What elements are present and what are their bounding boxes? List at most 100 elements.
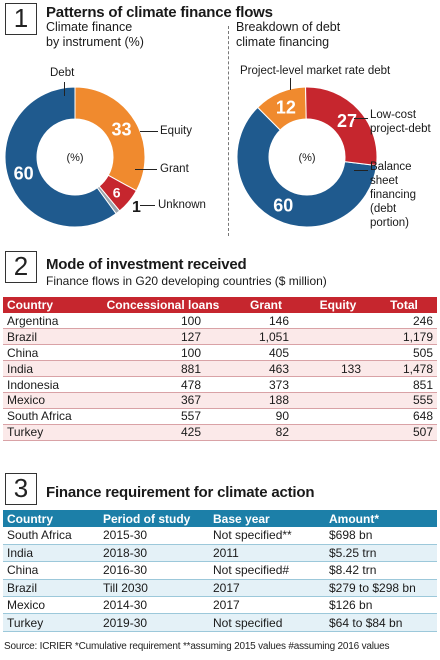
donut-value-label: 60 — [14, 164, 34, 184]
donut-slice-unknown — [96, 185, 121, 215]
table-cell: 2011 — [209, 544, 325, 563]
table-row: China 2016-30 Not specified# $8.42 trn — [3, 561, 437, 580]
label-unknown: Unknown — [158, 199, 206, 211]
label-debt: Debt — [50, 67, 75, 79]
table-row: Argentina 100 146 246 — [3, 313, 437, 330]
left-chart-subtitle-line1: Climate finance — [46, 20, 133, 34]
donut-center-label: (%) — [298, 152, 315, 164]
left-chart-subtitle-line2: by instrument (%) — [46, 35, 144, 49]
table-header-row: Country Concessional loans Grant Equity … — [3, 297, 437, 313]
table-cell: 463 — [227, 360, 305, 378]
table-cell: Mexico — [3, 392, 99, 409]
col-grant: Grant — [227, 297, 305, 313]
section2-subtitle: Finance flows in G20 developing countrie… — [46, 274, 327, 288]
table-cell — [305, 313, 371, 330]
table-row: Turkey 425 82 507 — [3, 424, 437, 441]
section-number-2: 2 — [5, 251, 37, 283]
section-title-1: Patterns of climate finance flows — [46, 4, 273, 21]
col-country: Country — [3, 297, 99, 313]
donut-value-label: 27 — [337, 111, 357, 131]
table-cell: 557 — [99, 408, 227, 425]
table-row: South Africa 557 90 648 — [3, 408, 437, 425]
table-cell: $5.25 trn — [325, 544, 437, 563]
donut-value-label: 6 — [113, 184, 121, 200]
table-row: Brazil 127 1,051 1,179 — [3, 328, 437, 346]
table-cell: 2017 — [209, 579, 325, 598]
leader-balance-sheet — [354, 170, 368, 171]
table-cell: 133 — [305, 360, 371, 378]
table-cell: South Africa — [3, 527, 99, 545]
leader-equity — [140, 131, 158, 132]
table-header-row: Country Period of study Base year Amount… — [3, 510, 437, 527]
table-cell: 505 — [371, 344, 437, 362]
table-cell: 2016-30 — [99, 561, 209, 580]
table-cell: 507 — [371, 424, 437, 441]
table-cell — [305, 328, 371, 346]
table-cell: Not specified# — [209, 561, 325, 580]
label-balance-sheet: Balance sheet financing (debt portion) — [370, 161, 417, 229]
table-cell: 425 — [99, 424, 227, 441]
table-cell: 90 — [227, 408, 305, 425]
table-cell: 478 — [99, 376, 227, 393]
table-cell: South Africa — [3, 408, 99, 425]
table-cell: Brazil — [3, 328, 99, 346]
table-cell: 100 — [99, 344, 227, 362]
table-cell: Till 2030 — [99, 579, 209, 598]
mode-of-investment-table: Country Concessional loans Grant Equity … — [3, 297, 437, 441]
right-chart-subtitle-line1: Breakdown of debt — [236, 20, 341, 34]
table-cell: 1,179 — [371, 328, 437, 346]
table-cell: 1,051 — [227, 328, 305, 346]
table-row: China 100 405 505 — [3, 344, 437, 362]
table-cell: 2018-30 — [99, 544, 209, 563]
table-cell: 881 — [99, 360, 227, 378]
table-cell: 100 — [99, 313, 227, 330]
table-cell: 2015-30 — [99, 527, 209, 545]
table-cell: India — [3, 544, 99, 563]
right-chart-subtitle-line2: climate financing — [236, 35, 330, 49]
table-cell: China — [3, 561, 99, 580]
table-cell: 246 — [371, 313, 437, 330]
col-amount: Amount* — [325, 510, 437, 527]
table-cell: 2019-30 — [99, 613, 209, 632]
table-cell: 2014-30 — [99, 596, 209, 615]
leader-unknown — [140, 205, 155, 206]
table-cell: 648 — [371, 408, 437, 425]
table-cell: $64 to $84 bn — [325, 613, 437, 632]
table-cell: India — [3, 360, 99, 378]
table-cell — [305, 344, 371, 362]
section-title-2: Mode of investment received — [46, 256, 247, 273]
donut-center-label: (%) — [66, 152, 83, 164]
table-row: South Africa 2015-30 Not specified** $698 b… — [3, 527, 437, 545]
table-cell — [305, 376, 371, 393]
leader-grant — [135, 169, 157, 170]
table-cell — [305, 408, 371, 425]
table-cell: $698 bn — [325, 527, 437, 545]
table-cell: 146 — [227, 313, 305, 330]
donut-slice-debt — [4, 86, 117, 228]
table-cell: Argentina — [3, 313, 99, 330]
table-cell: 127 — [99, 328, 227, 346]
leader-debt — [64, 82, 65, 96]
table-cell — [305, 392, 371, 409]
leader-project-level — [290, 78, 291, 90]
table-cell: Not specified** — [209, 527, 325, 545]
label-equity: Equity — [160, 125, 192, 137]
table-cell: 1,478 — [371, 360, 437, 378]
table-row: India 881 463 133 1,478 — [3, 360, 437, 378]
label-low-cost-debt: Low-cost project-debt — [370, 109, 431, 135]
table-cell: China — [3, 344, 99, 362]
col-equity: Equity — [305, 297, 371, 313]
donut-slice-balance-sheet-financing-debt-portion- — [305, 86, 378, 167]
table-cell: Indonesia — [3, 376, 99, 393]
table-cell: $126 bn — [325, 596, 437, 615]
table-cell — [305, 424, 371, 441]
label-grant: Grant — [160, 163, 189, 175]
table-cell: Turkey — [3, 424, 99, 441]
table-row: Mexico 2014-30 2017 $126 bn — [3, 596, 437, 615]
table-row: Brazil Till 2030 2017 $279 to $298 bn — [3, 579, 437, 598]
donut-chart-debt-breakdown: 60 12 27 (%) — [236, 86, 378, 228]
table-cell: 851 — [371, 376, 437, 393]
table-row: Mexico 367 188 555 — [3, 392, 437, 409]
table-row: Turkey 2019-30 Not specified $64 to $84 bn — [3, 613, 437, 632]
section-title-3: Finance requirement for climate action — [46, 484, 315, 501]
